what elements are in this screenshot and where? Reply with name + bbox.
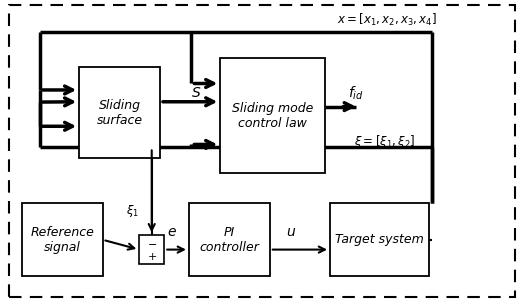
Text: $-$: $-$ bbox=[147, 238, 157, 248]
Bar bbox=[139, 235, 164, 264]
Bar bbox=[21, 203, 103, 276]
Bar bbox=[79, 67, 160, 158]
Text: PI
controller: PI controller bbox=[200, 226, 259, 254]
Text: $+$: $+$ bbox=[147, 251, 157, 262]
Text: $\xi_1$: $\xi_1$ bbox=[126, 203, 139, 219]
Bar bbox=[189, 203, 270, 276]
Text: $f_{id}$: $f_{id}$ bbox=[348, 84, 364, 102]
Text: Target system: Target system bbox=[335, 233, 424, 246]
Text: $\xi=[\xi_1,\xi_2]$: $\xi=[\xi_1,\xi_2]$ bbox=[354, 133, 416, 150]
Text: $u$: $u$ bbox=[286, 225, 296, 239]
Text: Sliding mode
control law: Sliding mode control law bbox=[232, 102, 313, 130]
Bar bbox=[220, 58, 325, 173]
Text: $e$: $e$ bbox=[167, 225, 177, 239]
Text: Reference
signal: Reference signal bbox=[30, 226, 94, 254]
Text: $S$: $S$ bbox=[191, 86, 202, 100]
Text: $x=[x_1,x_2,x_3,x_4]$: $x=[x_1,x_2,x_3,x_4]$ bbox=[337, 12, 438, 28]
Bar bbox=[330, 203, 429, 276]
Text: Sliding
surface: Sliding surface bbox=[96, 99, 143, 127]
